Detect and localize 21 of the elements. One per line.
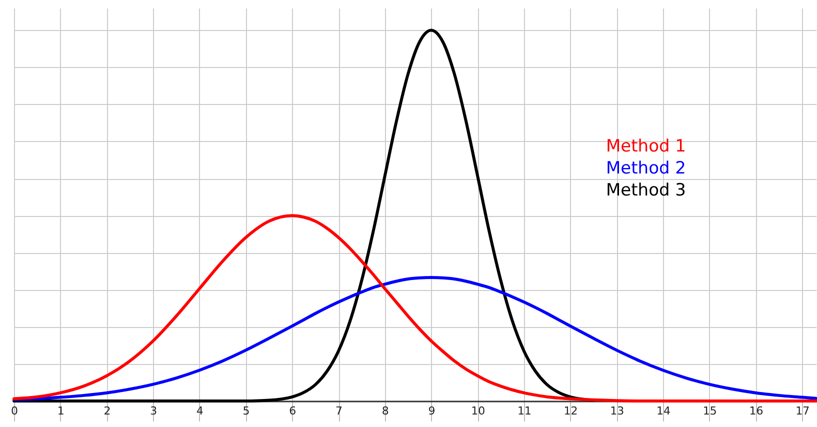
x-tick-label: 10 (471, 404, 486, 418)
x-tick-label: 0 (11, 404, 18, 418)
x-tick-label: 6 (289, 404, 296, 418)
text: Method 2 (606, 158, 686, 178)
x-tick-label: 15 (702, 404, 717, 418)
x-tick-label: 17 (796, 404, 810, 418)
x-tick-label: 7 (336, 404, 343, 418)
text: Method 3 (606, 180, 686, 200)
x-tick-label: 2 (104, 404, 111, 418)
x-tick-label: 11 (517, 404, 532, 418)
x-tick-label: 13 (610, 404, 624, 418)
text: Method 1 (606, 136, 686, 156)
x-tick-label: 3 (150, 404, 158, 418)
x-tick-label: 1 (57, 404, 64, 418)
x-tick-label: 16 (749, 404, 764, 418)
x-tick-label: 12 (564, 404, 578, 418)
x-tick-label: 4 (196, 404, 204, 418)
x-tick-label: 14 (656, 404, 671, 418)
x-tick-label: 9 (428, 404, 436, 418)
x-tick-label: 8 (382, 404, 389, 418)
x-tick-label: 5 (242, 404, 250, 418)
